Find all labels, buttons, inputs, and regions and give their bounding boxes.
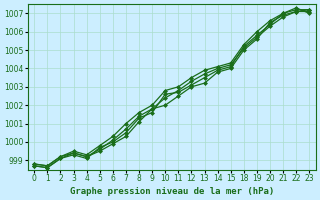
X-axis label: Graphe pression niveau de la mer (hPa): Graphe pression niveau de la mer (hPa) (70, 187, 274, 196)
